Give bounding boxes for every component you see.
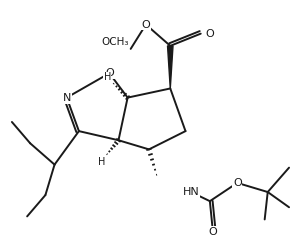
Text: O: O	[209, 226, 217, 237]
Text: O: O	[205, 29, 214, 39]
Text: O: O	[233, 178, 242, 188]
Text: OCH₃: OCH₃	[102, 37, 129, 47]
Text: O: O	[142, 20, 150, 30]
Text: H: H	[104, 72, 111, 82]
Text: H: H	[98, 157, 105, 166]
Text: O: O	[105, 68, 114, 78]
Text: HN: HN	[182, 187, 199, 197]
Polygon shape	[168, 46, 173, 88]
Text: N: N	[63, 93, 71, 103]
